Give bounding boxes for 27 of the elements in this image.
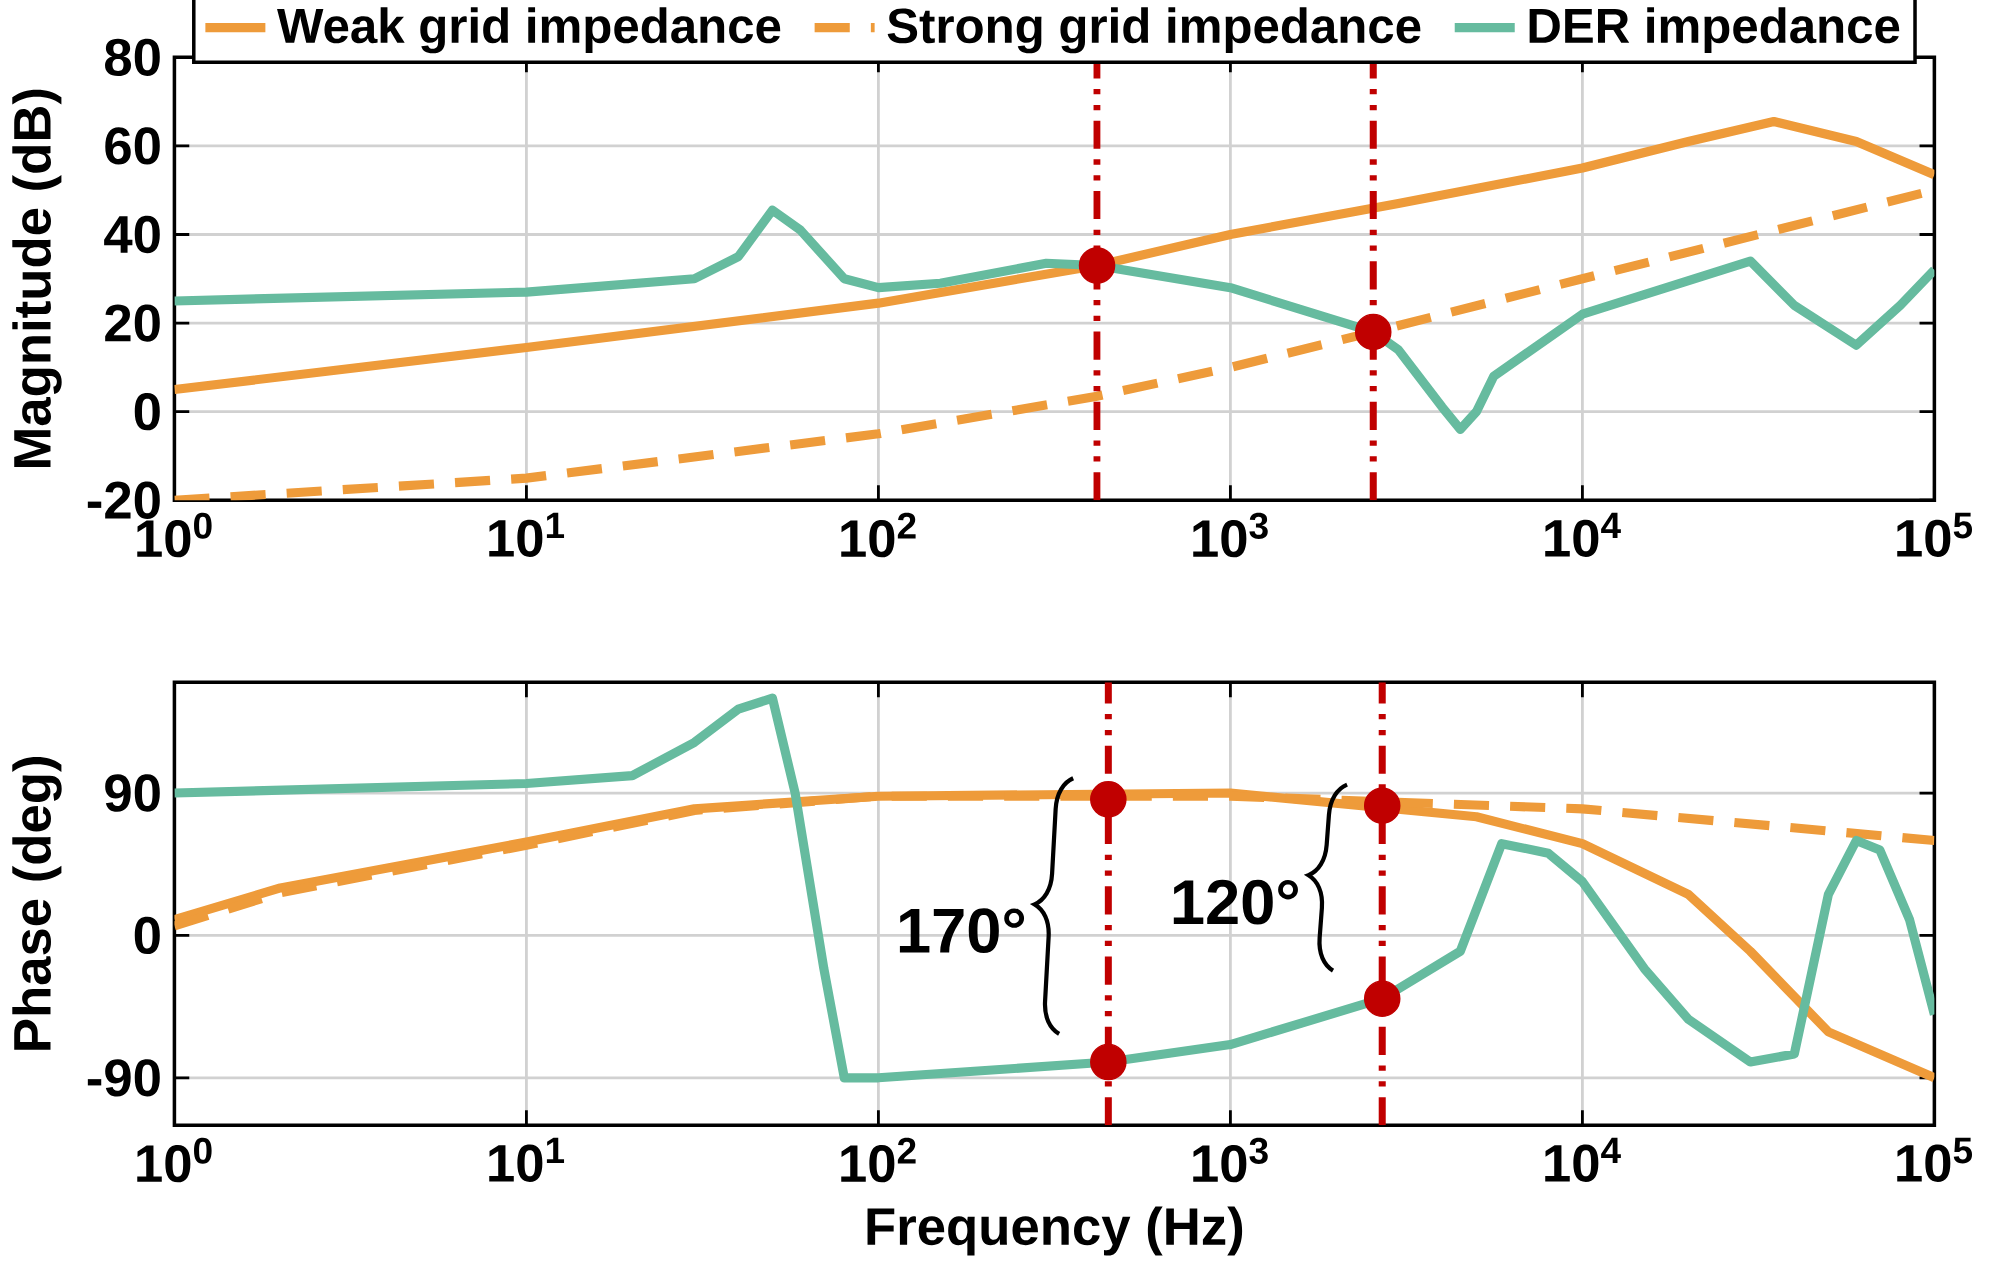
- y-axis-title: Magnitude (dB): [12, 89, 62, 468]
- y-tick-label: 90: [105, 774, 160, 812]
- legend-label: DER impedance: [1529, 7, 1900, 54]
- x-tick-label: 10$^{1}$: [489, 512, 565, 557]
- legend-label: Strong grid impedance: [887, 7, 1421, 54]
- x-tick-label: 10$^{4}$: [1545, 512, 1621, 557]
- x-tick-label: 10$^{3}$: [1193, 1137, 1268, 1183]
- x-tick-label: 10$^{3}$: [1193, 512, 1268, 558]
- x-tick-label: 10$^{2}$: [841, 512, 916, 558]
- y-tick-label: 0: [134, 916, 160, 955]
- y-tick-label: 0: [134, 393, 160, 431]
- y-tick-label: 80: [105, 38, 160, 76]
- annotation: 170°: [899, 908, 1025, 954]
- y-tick-label: 20: [105, 304, 160, 342]
- y-tick-label: 40: [104, 215, 160, 254]
- x-tick-label: 10$^{4}$: [1545, 1137, 1621, 1182]
- y-axis-title: Phase (deg): [12, 757, 62, 1050]
- y-tick-label: -90: [87, 1059, 160, 1097]
- x-axis-title: Frequency (Hz): [867, 1206, 1243, 1256]
- x-tick-label: 10$^{1}$: [489, 1137, 565, 1182]
- x-tick-label: 10$^{5}$: [1897, 1137, 1973, 1182]
- y-tick-label: 60: [105, 127, 160, 165]
- x-tick-label: 10$^{2}$: [841, 1137, 916, 1183]
- x-tick-label: 10$^{0}$: [137, 1137, 212, 1183]
- annotation: 120°: [1173, 879, 1298, 925]
- x-tick-label: 10$^{5}$: [1897, 512, 1973, 557]
- legend-label: Weak grid impedance: [277, 7, 781, 54]
